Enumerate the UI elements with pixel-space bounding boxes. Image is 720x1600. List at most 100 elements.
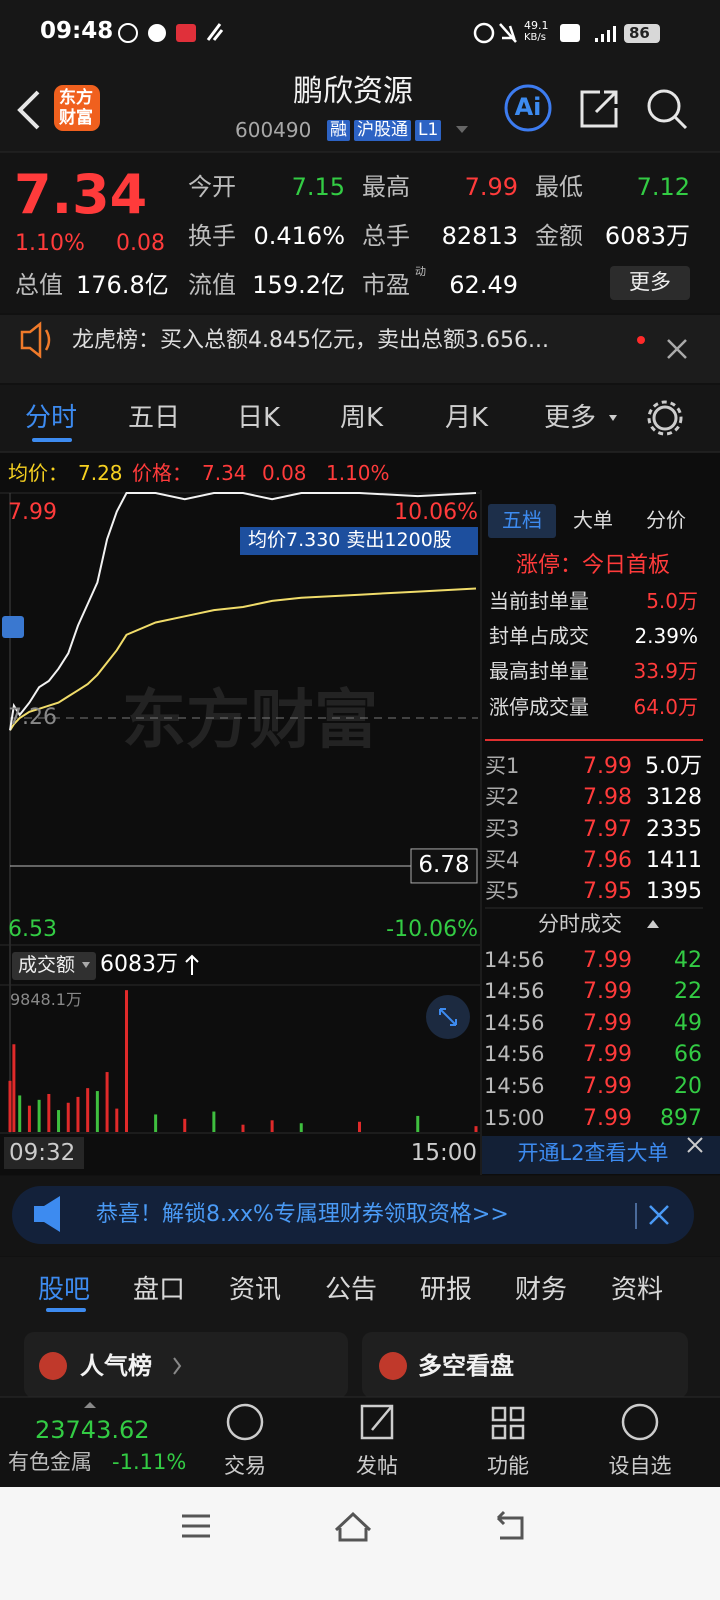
settings-button[interactable] (647, 400, 683, 436)
expand-icon[interactable] (84, 1402, 96, 1408)
function-icon[interactable] (491, 1406, 525, 1440)
index-change[interactable]: -1.11% (112, 1450, 187, 1474)
menu-button[interactable] (182, 1514, 210, 1538)
signal-badge[interactable] (2, 616, 24, 638)
tab-indicator (32, 438, 72, 442)
stock-tag[interactable]: L1 (415, 120, 442, 141)
section-tab[interactable]: 股吧 (38, 1275, 91, 1305)
bottom-item[interactable]: 发帖 (356, 1454, 398, 1478)
tooltip-bg (240, 527, 478, 555)
bottom-item[interactable]: 设自选 (608, 1454, 672, 1478)
stat-value: 64.0万 (633, 695, 698, 719)
volume-selector-label[interactable]: 成交额 (18, 954, 76, 976)
section-tab[interactable]: 财务 (515, 1275, 568, 1305)
tooltip: 均价7.330 卖出1200股 (248, 529, 452, 551)
section-tab[interactable]: 资料 (611, 1275, 664, 1305)
expand-button[interactable] (439, 1008, 457, 1026)
chart-tab[interactable]: 周K (340, 403, 384, 433)
sort-icon[interactable] (647, 920, 659, 928)
price-line (9, 492, 477, 731)
card-bg[interactable] (24, 1332, 348, 1398)
card-icon (379, 1352, 407, 1380)
chart-tab[interactable]: 日K (237, 403, 281, 433)
status-icon (118, 23, 138, 43)
chart-info: 1.10% (326, 461, 390, 485)
volume-bar (416, 1115, 420, 1132)
section-tab[interactable]: 研报 (420, 1275, 473, 1305)
index-name[interactable]: 有色金属 (8, 1450, 92, 1474)
ai-label[interactable]: Ai (514, 93, 542, 121)
card-title[interactable]: 多空看盘 (418, 1352, 514, 1380)
chart-info: 价格： (132, 461, 192, 485)
quote-label: 换手 (188, 222, 236, 250)
bottom-item[interactable]: 交易 (224, 1454, 266, 1478)
close-button[interactable] (667, 339, 687, 359)
trade-icon[interactable] (226, 1403, 264, 1441)
notice-text[interactable]: 龙虎榜：买入总额4.845亿元，卖出总额3.656... (72, 328, 549, 353)
quote-value: 82813 (441, 222, 518, 250)
chart-tab[interactable]: 月K (445, 403, 489, 433)
stock-tag[interactable]: 沪股通 (354, 120, 411, 141)
banner-bg[interactable] (12, 1186, 694, 1244)
app-logo[interactable] (54, 85, 100, 131)
l2-link[interactable]: 开通L2查看大单 (517, 1141, 669, 1165)
dropdown-icon[interactable] (456, 126, 468, 133)
logo-text: 财富 (59, 108, 93, 128)
dropdown-icon[interactable] (82, 962, 90, 968)
section-tab[interactable]: 公告 (325, 1275, 378, 1305)
more-button-label[interactable]: 更多 (629, 270, 671, 294)
dropdown-icon[interactable] (609, 415, 617, 421)
card-title[interactable]: 人气榜 (80, 1352, 152, 1380)
l2-bg[interactable] (482, 1136, 720, 1174)
search-button[interactable] (647, 89, 681, 123)
level-volume: 2335 (646, 817, 702, 842)
level-price: 7.99 (583, 754, 632, 779)
volume-bar (115, 1108, 119, 1132)
trade-time: 14:56 (484, 948, 545, 972)
chart-info: 7.28 (78, 461, 123, 485)
quote-label: 市盈 (362, 271, 410, 299)
close-button[interactable] (687, 1137, 703, 1153)
trade-volume: 897 (660, 1106, 702, 1131)
trades-title[interactable]: 分时成交 (538, 912, 622, 936)
back-button[interactable] (17, 90, 40, 130)
post-icon[interactable] (360, 1404, 394, 1440)
book-tab[interactable]: 大单 (573, 508, 613, 532)
home-button[interactable] (334, 1511, 372, 1542)
banner-text[interactable]: 恭喜！解锁8.xx%专属理财券领取资格>> (96, 1202, 509, 1227)
trade-volume: 20 (674, 1074, 702, 1099)
back-nav-button[interactable] (496, 1510, 524, 1540)
card-bg[interactable] (362, 1332, 688, 1398)
book-tab[interactable]: 五档 (502, 508, 542, 532)
chart-tab[interactable]: 五日 (128, 403, 181, 433)
status-icon (560, 24, 580, 42)
volume-selector[interactable] (12, 952, 96, 980)
index-value[interactable]: 23743.62 (35, 1416, 150, 1444)
trade-time: 14:56 (484, 979, 545, 1003)
ai-button[interactable] (504, 84, 552, 132)
volume-bar (358, 1121, 361, 1132)
volume-bar (12, 1044, 16, 1132)
quote-bg (0, 153, 720, 313)
close-button[interactable] (649, 1205, 669, 1225)
watchlist-icon[interactable] (621, 1403, 659, 1441)
stock-code: 600490 (235, 118, 312, 142)
volume-bar (8, 1080, 12, 1132)
quote-note: 动 (415, 265, 426, 278)
battery-icon (624, 24, 660, 43)
section-tab[interactable]: 资讯 (229, 1275, 282, 1305)
section-tab[interactable]: 盘口 (133, 1275, 186, 1305)
settings-button[interactable] (652, 405, 678, 431)
book-tab[interactable]: 分价 (646, 508, 686, 532)
search-button[interactable] (673, 115, 688, 130)
bottom-item[interactable]: 功能 (487, 1454, 529, 1478)
chart-tab[interactable]: 更多 (544, 403, 597, 433)
stock-tag[interactable]: 融 (327, 120, 350, 141)
more-button[interactable] (610, 266, 690, 300)
volume-bar (474, 1126, 478, 1132)
share-button[interactable] (580, 90, 618, 128)
chart-tab[interactable]: 分时 (25, 403, 78, 433)
volume-bar (212, 1111, 216, 1132)
stat-label: 当前封单量 (489, 589, 589, 613)
